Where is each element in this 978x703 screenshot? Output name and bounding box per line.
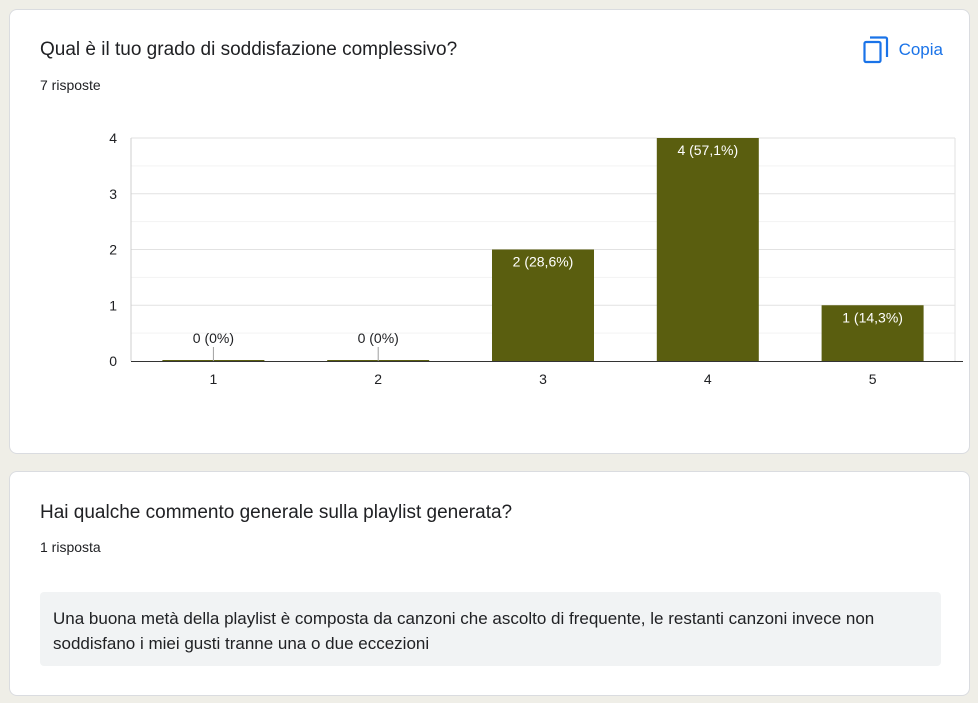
bar	[492, 249, 594, 361]
y-tick-label: 4	[109, 130, 117, 146]
bar-data-label: 2 (28,6%)	[513, 254, 574, 270]
response-count: 1 risposta	[40, 539, 101, 555]
y-tick-label: 3	[109, 186, 117, 202]
y-tick-label: 2	[109, 242, 117, 258]
question-card-satisfaction: Qual è il tuo grado di soddisfazione com…	[9, 9, 970, 454]
bar-data-label: 0 (0%)	[193, 330, 234, 346]
response-text: Una buona metà della playlist è composta…	[40, 592, 941, 666]
x-tick-label: 2	[374, 371, 382, 387]
bar-data-label: 4 (57,1%)	[677, 142, 738, 158]
question-title: Hai qualche commento generale sulla play…	[40, 502, 513, 523]
copy-label: Copia	[898, 40, 943, 59]
bar-chart: 0 1 2 3 4 0 (0%) 1 0 (0%) 2 2 (28,6%) 3 4 (57,1%) 4 1…	[109, 130, 963, 387]
x-tick-label: 3	[539, 371, 547, 387]
y-tick-label: 0	[109, 353, 117, 369]
bar-data-label: 1 (14,3%)	[842, 309, 903, 325]
y-tick-label: 1	[109, 297, 117, 313]
question-title: Qual è il tuo grado di soddisfazione com…	[40, 39, 458, 60]
copy-icon	[862, 36, 889, 64]
bar	[821, 305, 924, 361]
question-card-comments: Hai qualche commento generale sulla play…	[9, 471, 970, 696]
x-tick-label: 5	[869, 371, 877, 387]
x-tick-label: 4	[704, 371, 712, 387]
bar	[656, 138, 759, 361]
x-tick-label: 1	[210, 371, 218, 387]
bar-data-label: 0 (0%)	[358, 330, 399, 346]
copy-button[interactable]: Copia	[862, 32, 943, 68]
response-count: 7 risposte	[40, 77, 101, 93]
